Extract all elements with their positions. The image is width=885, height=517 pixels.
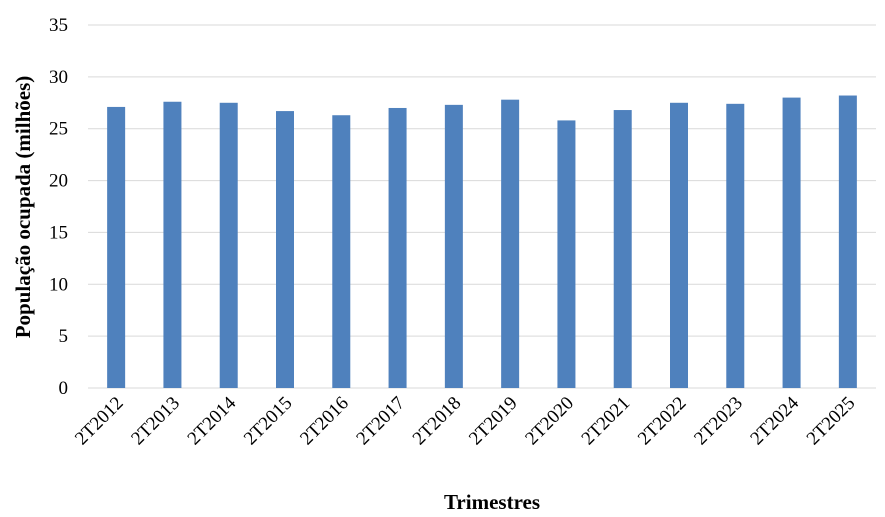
- x-tick-label: 2T2017: [352, 393, 409, 450]
- x-axis-title: Trimestres: [444, 490, 540, 514]
- bar: [107, 106, 126, 388]
- y-axis-ticks: 0 5 10 15 20 25 30 35: [49, 15, 68, 399]
- x-tick-label: 2T2022: [634, 393, 691, 450]
- bar: [613, 110, 632, 388]
- x-tick-label: 2T2025: [803, 393, 860, 450]
- bar: [670, 102, 688, 389]
- x-tick-label: 2T2023: [690, 393, 747, 450]
- bar: [276, 111, 294, 388]
- bar: [163, 101, 182, 389]
- x-tick-label: 2T2024: [746, 392, 803, 449]
- x-tick-label: 2T2021: [578, 393, 635, 450]
- x-tick-label: 2T2013: [127, 393, 184, 450]
- y-tick-label: 15: [49, 222, 68, 243]
- x-tick-label: 2T2020: [521, 393, 578, 450]
- y-tick-label: 10: [49, 274, 68, 295]
- y-tick-label: 35: [49, 15, 68, 36]
- x-tick-label: 2T2018: [409, 393, 466, 450]
- x-axis-ticks: 2T2012 2T2013 2T2014 2T2015 2T2016 2T2017 2T20…: [71, 392, 859, 449]
- x-tick-label: 2T2019: [465, 393, 522, 450]
- y-tick-label: 25: [49, 119, 68, 140]
- bar: [782, 97, 801, 388]
- x-tick-label: 2T2015: [240, 393, 297, 450]
- y-axis-title: População ocupada (milhões): [11, 76, 35, 339]
- y-tick-label: 30: [49, 67, 68, 88]
- bar: [219, 102, 238, 389]
- y-tick-label: 0: [59, 378, 69, 399]
- x-tick-label: 2T2012: [71, 393, 128, 450]
- x-tick-label: 2T2014: [184, 392, 241, 449]
- bar: [444, 104, 463, 389]
- bar: [838, 95, 857, 389]
- bar: [726, 103, 745, 388]
- grid-lines: [88, 24, 876, 389]
- x-tick-label: 2T2016: [296, 393, 353, 450]
- y-tick-label: 5: [59, 326, 69, 347]
- bar: [501, 99, 520, 388]
- bar: [557, 120, 576, 388]
- bar-series: [107, 95, 857, 389]
- bar: [332, 115, 351, 388]
- y-tick-label: 20: [49, 171, 68, 192]
- bar: [388, 107, 407, 388]
